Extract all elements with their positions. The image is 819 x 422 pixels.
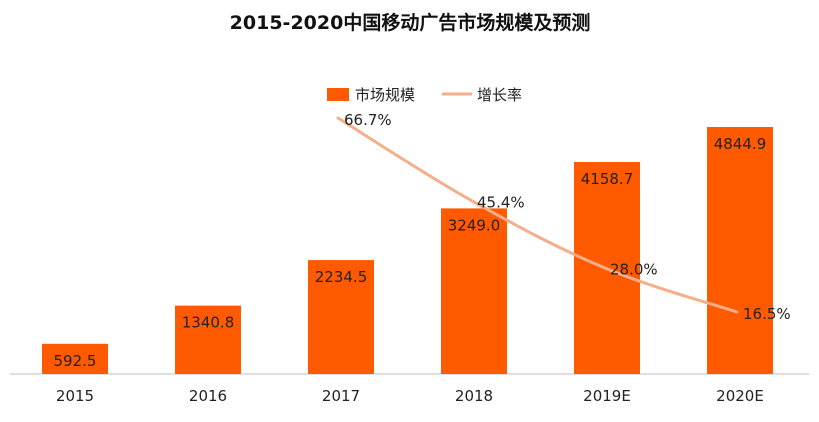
- rate-label-group: 66.7% 45.4% 28.0% 16.5%: [344, 111, 791, 323]
- x-tick-group: 2015 2016 2017 2018 2019E 2020E: [56, 387, 764, 405]
- legend-swatch-market-size: [327, 88, 349, 101]
- chart-title: 2015-2020中国移动广告市场规模及预测: [230, 11, 591, 34]
- x-tick-label: 2017: [322, 387, 360, 405]
- growth-rate-line: [336, 116, 739, 314]
- bar-label-group: 592.5 1340.8 2234.5 3249.0 4158.7 4844.9: [54, 135, 767, 370]
- bar-value-label: 3249.0: [448, 216, 501, 234]
- bar-group: [42, 127, 773, 374]
- bar-2018: [441, 208, 507, 374]
- legend-label-growth-rate: 增长率: [477, 86, 522, 104]
- bar-value-label: 4158.7: [581, 170, 634, 188]
- x-tick-label: 2019E: [583, 387, 631, 405]
- x-tick-label: 2015: [56, 387, 94, 405]
- rate-value-label: 45.4%: [477, 193, 525, 211]
- rate-value-label: 16.5%: [743, 305, 791, 323]
- x-tick-label: 2016: [189, 387, 227, 405]
- rate-value-label: 28.0%: [610, 261, 658, 279]
- x-tick-label: 2020E: [716, 387, 764, 405]
- legend: 市场规模 增长率: [327, 86, 522, 104]
- x-tick-label: 2018: [455, 387, 493, 405]
- bar-2015: [42, 343, 108, 374]
- rate-value-label: 66.7%: [344, 111, 392, 129]
- bar-2017: [308, 260, 374, 374]
- bar-2020E: [707, 127, 773, 374]
- bar-value-label: 1340.8: [182, 314, 235, 332]
- bar-value-label: 592.5: [54, 352, 97, 370]
- bar-value-label: 2234.5: [315, 268, 368, 286]
- bar-2016: [175, 305, 241, 374]
- legend-label-market-size: 市场规模: [355, 86, 415, 104]
- bar-value-label: 4844.9: [714, 135, 767, 153]
